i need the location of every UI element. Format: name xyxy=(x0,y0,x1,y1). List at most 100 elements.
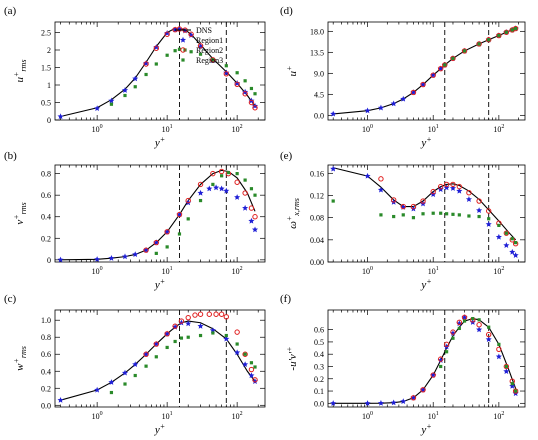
region1-point xyxy=(57,113,64,120)
region1-point xyxy=(400,95,407,102)
y-tick-label: 0.4 xyxy=(41,213,51,222)
region2-point xyxy=(443,181,450,188)
region1-point xyxy=(242,204,249,211)
region3-point xyxy=(154,355,158,359)
y-tick-label: 0 xyxy=(47,256,51,265)
chart-panel-d: (d) 100 101 102 0.0 4.5 9.0 13.5 18.0 y+ u+ xyxy=(280,5,526,149)
region1-point xyxy=(132,361,139,368)
legend-star-marker xyxy=(179,36,187,43)
y-tick-label: 0.2 xyxy=(314,375,324,384)
series-region3 xyxy=(109,47,257,106)
region3-point xyxy=(514,241,518,245)
region2-point xyxy=(213,311,219,317)
x-tick-label: 102 xyxy=(232,124,243,134)
region2-point xyxy=(430,188,436,195)
region2-point xyxy=(485,208,492,214)
legend-circle-marker xyxy=(180,47,186,53)
region2-point xyxy=(223,314,230,320)
region1-point xyxy=(94,256,101,262)
region3-point xyxy=(198,198,203,203)
region2-point xyxy=(461,48,468,54)
region1-point xyxy=(213,184,220,191)
legend-label: Region3 xyxy=(196,56,223,65)
region1-point xyxy=(164,30,171,36)
region3-point xyxy=(462,319,467,323)
region3-point xyxy=(165,245,169,249)
region1-point xyxy=(242,361,249,368)
y-tick-label: 0.04 xyxy=(310,236,324,245)
region2-point xyxy=(400,203,406,210)
plot-frame xyxy=(54,21,266,121)
region3-point xyxy=(451,212,455,216)
region2-point xyxy=(437,183,444,190)
region2-point xyxy=(153,341,160,347)
y-axis-label: v+rms xyxy=(12,202,28,224)
region3-point xyxy=(211,182,215,186)
region2-point xyxy=(496,346,502,352)
x-tick-label: 100 xyxy=(92,411,103,421)
y-axis-label: ω+x,rms xyxy=(285,198,301,229)
region3-point xyxy=(165,53,169,57)
y-axis-label: u+rms xyxy=(12,60,28,83)
x-tick-label: 100 xyxy=(92,124,103,134)
region1-point xyxy=(437,357,444,363)
region2-point xyxy=(485,331,492,338)
region1-point xyxy=(108,255,115,261)
region3-point xyxy=(445,350,449,354)
region3-point xyxy=(235,71,239,75)
region3-point xyxy=(144,72,148,77)
region1-point xyxy=(503,368,510,374)
y-tick-label: 0.8 xyxy=(41,170,51,179)
region2-point xyxy=(420,81,426,88)
region3-point xyxy=(510,382,514,386)
y-tick-label: 0.5 xyxy=(314,338,324,347)
legend-item-dns: DNS xyxy=(175,26,212,35)
region3-point xyxy=(109,102,114,106)
region1-point xyxy=(485,221,492,227)
region1-point xyxy=(234,349,241,356)
series-region3 xyxy=(109,331,257,395)
region1-point xyxy=(330,110,337,117)
x-axis-label: y+ xyxy=(154,135,165,149)
region3-point xyxy=(497,33,501,38)
region1-point xyxy=(456,187,463,194)
region1-point xyxy=(153,44,160,50)
x-tick-label: 101 xyxy=(162,266,173,276)
region3-point xyxy=(198,333,203,338)
region2-point xyxy=(143,61,149,67)
legend-label: Region1 xyxy=(196,36,223,45)
region1-point xyxy=(476,207,483,214)
chart-panel-c: (c) 100 101 102 0.0 0.2 0.4 0.6 0.8 1.0 y+ w+rms xyxy=(4,293,266,436)
region2-point xyxy=(210,170,216,177)
y-tick-label: 2.5 xyxy=(41,29,51,38)
chart-panel-b: (b) 100 101 102 0 0.2 0.4 0.6 0.8 y+ v+rms xyxy=(4,150,266,291)
y-tick-label: 0.12 xyxy=(310,191,324,200)
y-tick-label: 13.5 xyxy=(310,48,324,57)
x-tick-label: 101 xyxy=(428,266,439,276)
x-tick-label: 102 xyxy=(232,266,243,276)
region3-point xyxy=(165,345,169,350)
region1-point xyxy=(456,320,463,327)
region1-point xyxy=(364,107,371,114)
series-region2 xyxy=(378,176,519,247)
x-axis-label: y+ xyxy=(154,422,165,436)
region2-point xyxy=(466,190,472,196)
region3-point xyxy=(431,211,435,215)
y-tick-label: 18.0 xyxy=(310,27,324,36)
region1-point xyxy=(94,105,101,112)
region3-point xyxy=(133,85,137,89)
region1-point xyxy=(449,185,457,191)
region3-point xyxy=(457,213,461,217)
region1-point xyxy=(94,386,101,393)
region1-point xyxy=(197,322,204,329)
x-tick-label: 101 xyxy=(428,124,439,134)
region3-point xyxy=(487,38,491,42)
dns-line xyxy=(60,320,256,401)
series-region1 xyxy=(330,314,519,406)
region1-point xyxy=(400,398,407,405)
region1-point xyxy=(178,319,185,326)
region3-point xyxy=(235,342,239,346)
region1-point xyxy=(495,233,502,240)
series-region1 xyxy=(57,184,259,263)
